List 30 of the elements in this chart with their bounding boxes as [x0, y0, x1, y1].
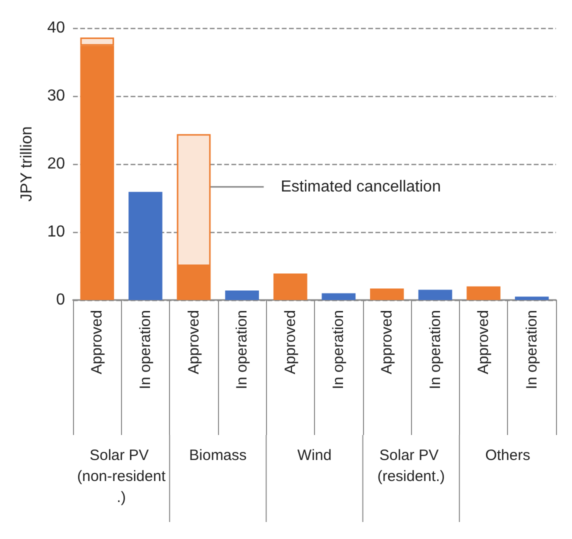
text: Others — [485, 447, 530, 464]
text: Estimated cancellation — [280, 178, 441, 196]
x-tick-label: In operation — [426, 310, 444, 390]
bar — [322, 293, 356, 300]
bar — [370, 288, 404, 300]
text: Solar PV (non-resident.) — [77, 447, 166, 506]
x-tick-label: Approved — [475, 310, 492, 374]
y-tick-label: 20 — [47, 156, 66, 172]
text: Wind — [297, 447, 332, 464]
x-tick-label: Approved — [282, 310, 299, 374]
y-tick-label: 40 — [47, 20, 66, 36]
y-tick-label: 10 — [47, 224, 66, 240]
x-tick-label: In operation — [523, 310, 540, 390]
bar — [225, 290, 259, 300]
x-tick-label: In operation — [136, 310, 154, 390]
bar — [514, 296, 549, 300]
x-tick-label: Approved — [378, 310, 396, 374]
bar — [273, 273, 308, 300]
x-tick-label: Approved — [185, 310, 202, 374]
bar — [128, 192, 162, 300]
x-tick-label: In operation — [330, 310, 348, 390]
bar — [466, 286, 500, 300]
text: Solar PV (resident.) — [377, 447, 445, 485]
y-axis-title: JPY trillion — [18, 126, 36, 202]
y-tick-label: 0 — [56, 292, 66, 308]
y-tick-label: 30 — [47, 88, 66, 104]
bar — [418, 290, 452, 300]
x-tick-label: Approved — [88, 310, 106, 374]
x-tick-label: In operation — [234, 310, 251, 390]
text: Biomass — [189, 447, 247, 464]
